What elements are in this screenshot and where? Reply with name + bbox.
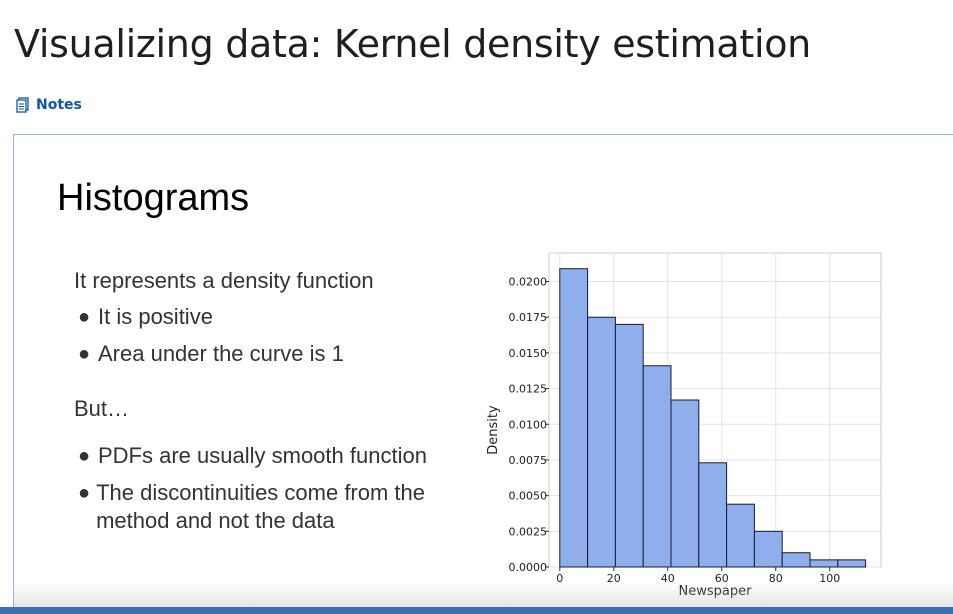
bullet-icon: ●	[78, 445, 91, 467]
histogram-bar	[781, 552, 811, 568]
histogram-bar	[698, 462, 728, 568]
bullet-icon: ●	[78, 343, 91, 365]
y-tick-label: 0.0100	[509, 418, 548, 431]
histogram-bar	[837, 559, 867, 568]
y-tick-label: 0.0075	[509, 454, 548, 467]
histogram-bar	[587, 316, 616, 568]
slide-but: But…	[74, 396, 130, 421]
y-axis-label: Density	[486, 405, 501, 455]
slide-intro: It represents a density function	[74, 268, 374, 293]
histogram-bar	[559, 268, 589, 568]
y-tick-label: 0.0050	[509, 490, 548, 503]
y-tick-label: 0.0025	[509, 525, 548, 538]
list-item: ● PDFs are usually smooth function	[78, 442, 427, 470]
x-tick-label: 0	[556, 572, 563, 585]
y-tick-label: 0.0150	[509, 347, 548, 360]
y-tick-label: 0.0200	[509, 276, 548, 289]
histogram-chart: 0.0000 0.0025 0.0050 0.0075 0.0100 0.0125 0.01…	[474, 243, 894, 603]
x-tick-label: 80	[769, 572, 783, 585]
slide-frame: Histograms It represents a density funct…	[13, 134, 953, 614]
notes-button[interactable]: Notes	[16, 97, 82, 113]
bullet-text: Area under the curve is 1	[98, 341, 344, 366]
notes-label: Notes	[36, 97, 82, 113]
list-item: ● The discontinuities come from the meth…	[78, 479, 458, 535]
histogram-bar	[809, 559, 839, 568]
notes-icon	[16, 97, 30, 113]
bullet-icon: ●	[78, 482, 91, 504]
histogram-bar	[614, 323, 644, 568]
bullet-text: It is positive	[98, 304, 213, 329]
y-tick-label: 0.0125	[509, 383, 548, 396]
bullet-icon: ●	[78, 306, 91, 328]
y-tick-label: 0.0175	[509, 311, 548, 324]
y-tick-label: 0.0000	[509, 561, 548, 574]
page-title: Visualizing data: Kernel density estimat…	[14, 22, 811, 66]
bottom-bar	[0, 607, 953, 614]
bullet-text: The discontinuities come from the method…	[96, 480, 426, 533]
list-item: ● Area under the curve is 1	[78, 340, 344, 368]
list-item: ● It is positive	[78, 303, 213, 331]
slide-heading: Histograms	[57, 177, 250, 219]
x-tick-label: 60	[715, 572, 729, 585]
histogram-bar	[726, 503, 755, 568]
x-tick-label: 100	[819, 572, 840, 585]
histogram-bar	[753, 530, 783, 568]
histogram-svg: 0.0000 0.0025 0.0050 0.0075 0.0100 0.0125 0.01…	[486, 252, 882, 599]
histogram-bar	[670, 399, 700, 568]
x-tick-label: 20	[607, 572, 621, 585]
histogram-bar	[642, 365, 672, 568]
x-tick-label: 40	[661, 572, 675, 585]
bullet-text: PDFs are usually smooth function	[98, 443, 427, 468]
